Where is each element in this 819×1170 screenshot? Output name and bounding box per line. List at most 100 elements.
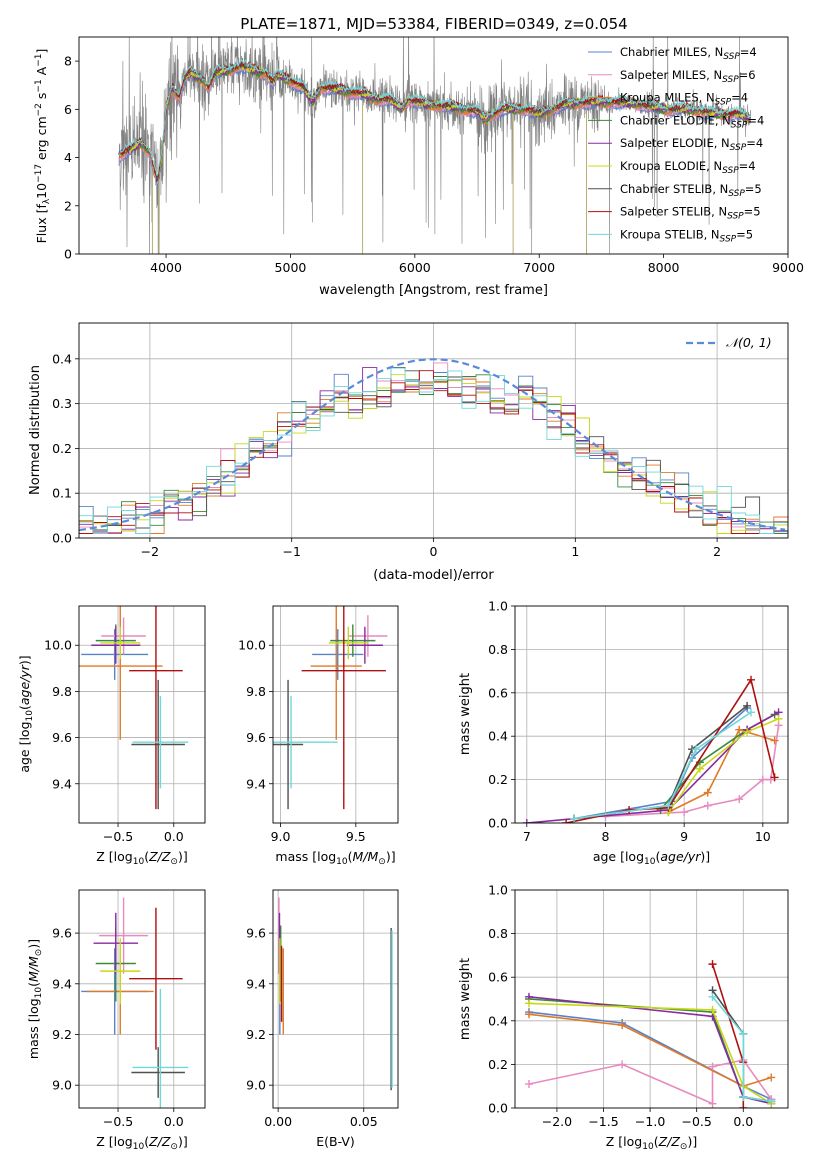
weight-line — [528, 1002, 772, 1105]
y-tick-label: 10.0 — [238, 638, 266, 653]
y-tick-label: 9.4 — [52, 976, 72, 991]
error-cross-series-1 — [312, 629, 364, 680]
plus-marker — [562, 819, 571, 823]
y-tick-label: 9.6 — [246, 730, 266, 745]
error-cross-series-2 — [99, 897, 149, 974]
plot-area-mass-vs-Z — [79, 890, 205, 1108]
weight-series-8 — [562, 675, 779, 823]
x-tick-label: 5000 — [275, 260, 307, 275]
plus-marker — [767, 1073, 776, 1082]
plot-mass-weight-vs-Z: −2.0 −1.5 −1.0 −0.5 0.0 0.0 0.2 0.4 0.6 0.8 1.0 Z [… — [458, 883, 789, 1152]
y-tick-label: 1.0 — [488, 883, 508, 898]
y-tick-label: 0.2 — [488, 1057, 508, 1072]
error-cross-series-6 — [100, 626, 141, 660]
error-cross-series-9 — [132, 696, 189, 789]
x-tick-label: −0.5 — [682, 1114, 712, 1129]
legend-label: Salpeter STELIB, NSSP=5 — [620, 205, 761, 222]
x-tick-label: −2 — [141, 544, 159, 559]
plus-marker — [708, 1062, 717, 1071]
y-tick-label: 0.6 — [488, 685, 508, 700]
model-spectrum-series-9 — [118, 58, 752, 176]
y-tick-label: 9.4 — [246, 776, 266, 791]
error-cross-series-7 — [131, 1047, 185, 1098]
x-tick-label: 7000 — [523, 260, 555, 275]
weight-series-8 — [708, 960, 748, 1108]
axes-frame — [272, 605, 399, 824]
weight-line — [573, 705, 748, 820]
axes-frame — [78, 889, 206, 1109]
plot-area-residuals — [79, 323, 788, 538]
plus-marker — [739, 1104, 748, 1108]
error-cross-series-9 — [132, 988, 189, 1108]
axes-frame — [272, 889, 399, 1109]
plus-marker — [743, 727, 752, 736]
legend: Chabrier MILES, NSSP=4 Salpeter MILES, NS… — [588, 45, 764, 244]
y-axis-label: Flux [fλ10−17 erg cm−2 s−1 A−1] — [34, 49, 52, 244]
plus-marker — [708, 992, 717, 1001]
x-tick-label: 4000 — [150, 260, 182, 275]
y-tick-label: 9.4 — [246, 976, 266, 991]
y-tick-label: 0.6 — [488, 970, 508, 985]
y-tick-label: 9.4 — [52, 776, 72, 791]
y-tick-label: 9.0 — [52, 1078, 72, 1093]
plus-marker — [691, 745, 700, 754]
y-tick-label: 9.2 — [52, 1027, 72, 1042]
x-tick-label: 8000 — [648, 260, 680, 275]
plot-age-vs-Z: −0.5 0.0 9.4 9.6 9.8 10.0 Z [log10(Z/Z⊙)] age [… — [17, 605, 206, 867]
weight-line — [528, 1013, 772, 1088]
legend-label: Kroupa ELODIE, NSSP=4 — [620, 159, 756, 176]
plot-mass-vs-Z: −0.5 0.0 9.0 9.2 9.4 9.6 Z [log10(Z/Z⊙)] mass [… — [26, 889, 206, 1152]
error-cross-series-7 — [131, 679, 185, 810]
y-tick-label: 0.3 — [52, 396, 72, 411]
x-tick-label: −1.5 — [588, 1114, 618, 1129]
plot-area-mass-weight-vs-age — [515, 606, 788, 823]
y-tick-label: 9.6 — [52, 730, 72, 745]
plot-area-age-vs-Z — [79, 606, 205, 823]
error-cross-series-1 — [81, 629, 149, 680]
plus-marker — [758, 775, 767, 784]
y-tick-label: 2 — [64, 198, 72, 213]
error-cross-series-5 — [346, 626, 383, 664]
legend-label: Chabrier ELODIE, NSSP=4 — [620, 113, 764, 130]
error-cross-series-3 — [310, 606, 362, 740]
error-cross-series-7 — [273, 679, 304, 810]
error-cross-series-6 — [328, 626, 368, 660]
error-cross-series-5 — [93, 912, 139, 974]
plus-marker — [735, 795, 744, 804]
plus-marker — [695, 764, 704, 773]
x-axis-label: wavelength [Angstrom, rest frame] — [319, 283, 548, 298]
y-tick-label: 0.2 — [488, 772, 508, 787]
x-axis-label: Z [log10(Z/Z⊙)] — [606, 1134, 697, 1152]
y-tick-label: 9.2 — [246, 1027, 266, 1042]
x-tick-label: 0.0 — [164, 1114, 184, 1129]
weight-series-6 — [664, 714, 783, 817]
weight-series-7 — [570, 701, 752, 823]
plus-marker — [767, 1097, 776, 1106]
plus-marker — [743, 701, 752, 710]
x-tick-label: 9.0 — [271, 829, 291, 844]
y-tick-label: 9.8 — [246, 684, 266, 699]
plot-area-mass-weight-vs-Z — [515, 890, 788, 1108]
x-tick-label: −0.5 — [103, 1114, 133, 1129]
x-tick-label: 9 — [680, 829, 688, 844]
error-cross-series-8 — [301, 606, 386, 810]
y-tick-label: 6 — [64, 102, 72, 117]
plus-marker — [524, 999, 533, 1008]
legend-label: Kroupa MILES, NSSP=4 — [620, 91, 748, 108]
x-tick-label: −2.0 — [542, 1114, 572, 1129]
y-tick-label: 0.8 — [488, 642, 508, 657]
y-tick-label: 0.4 — [488, 1013, 508, 1028]
plot-age-vs-mass: 9.0 9.5 9.4 9.6 9.8 10.0 mass [log10(M/M⊙)] — [238, 605, 399, 867]
plus-marker — [570, 814, 579, 823]
axes-frame — [78, 605, 206, 824]
x-tick-label: 0.0 — [164, 829, 184, 844]
legend-label: Salpeter ELODIE, NSSP=4 — [620, 136, 763, 153]
plus-marker — [524, 1010, 533, 1019]
residual-histogram-series-9 — [79, 367, 788, 534]
plus-marker — [703, 801, 712, 810]
legend-label: Salpeter MILES, NSSP=6 — [620, 68, 756, 85]
error-cross-series-8 — [129, 606, 183, 810]
plot-spectrum: 4000 5000 6000 7000 8000 9000 0 2 4 6 8 Chabrier MI… — [34, 36, 804, 298]
weight-line — [667, 718, 779, 813]
